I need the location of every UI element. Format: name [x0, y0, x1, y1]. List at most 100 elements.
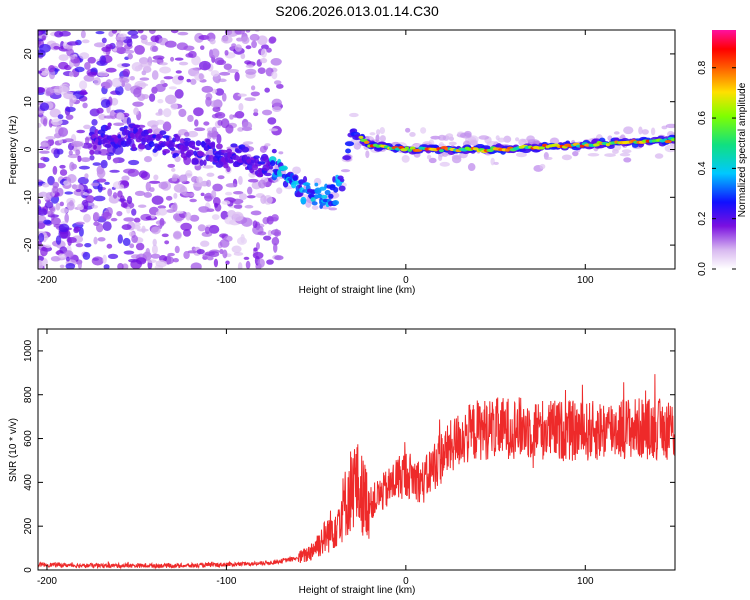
heatmap-cell [206, 256, 214, 261]
heatmap-cell [345, 148, 352, 154]
top-y-tick-label: -20 [23, 237, 34, 252]
colorbar-tick-label: 0.4 [697, 161, 708, 175]
heatmap-cell [174, 245, 180, 254]
heatmap-cell [339, 178, 345, 183]
heatmap-cell [438, 154, 443, 161]
heatmap-cell [409, 146, 416, 150]
heatmap-cell [47, 210, 53, 217]
heatmap-cell [165, 195, 173, 201]
bottom-y-tick-label: 400 [23, 474, 34, 491]
heatmap-cell [196, 176, 203, 184]
heatmap-cell [66, 48, 75, 57]
heatmap-cell [148, 180, 161, 184]
heatmap-cell [58, 253, 66, 259]
heatmap-cell [539, 163, 546, 170]
heatmap-cell [189, 198, 197, 203]
heatmap-cell [151, 70, 159, 80]
colorbar-ticks: 0.0 0.2 0.4 0.6 0.8 [697, 60, 736, 276]
heatmap-cell [332, 199, 340, 206]
heatmap-cell [151, 59, 164, 63]
heatmap-cell [117, 198, 126, 202]
heatmap-cell [129, 75, 135, 81]
heatmap-cell [273, 80, 282, 85]
heatmap-cell [268, 37, 276, 44]
heatmap-cell [260, 194, 267, 204]
heatmap-cell [232, 190, 244, 195]
heatmap-cell [73, 226, 81, 232]
heatmap-cell [101, 46, 112, 52]
heatmap-cell [221, 92, 227, 102]
heatmap-cell [129, 132, 135, 139]
heatmap-cell [257, 67, 266, 74]
heatmap-cell [131, 143, 136, 150]
heatmap-cell [369, 132, 376, 136]
heatmap-cell [183, 137, 191, 142]
heatmap-cell [236, 237, 247, 245]
heatmap-cell [38, 198, 41, 205]
heatmap-cell [112, 157, 120, 164]
heatmap-cell [97, 183, 103, 193]
heatmap-cell [276, 83, 284, 89]
heatmap-cell [163, 76, 174, 80]
heatmap-cell [198, 206, 210, 213]
heatmap-cell [188, 50, 197, 59]
heatmap-cell [63, 138, 74, 143]
heatmap-cell [237, 262, 243, 269]
heatmap-cell [148, 141, 155, 148]
heatmap-cell [271, 71, 278, 80]
heatmap-cell [579, 144, 585, 148]
heatmap-cell [211, 214, 220, 221]
heatmap-cell [401, 155, 410, 163]
heatmap-cell [89, 149, 95, 155]
heatmap-cell [225, 183, 238, 188]
heatmap-cell [493, 161, 499, 165]
heatmap-cell [174, 57, 184, 61]
heatmap-cell [145, 247, 151, 258]
heatmap-cell [222, 249, 228, 259]
heatmap-cell [117, 262, 124, 269]
heatmap-cell [233, 251, 244, 256]
heatmap-cell [231, 154, 240, 161]
snr-series-line [38, 374, 675, 570]
heatmap-cell [48, 65, 56, 73]
heatmap-cell [263, 172, 272, 177]
heatmap-cell [241, 146, 250, 153]
heatmap-cell [164, 240, 170, 245]
heatmap-cell [544, 156, 553, 161]
heatmap-cell [231, 245, 242, 254]
heatmap-cell [134, 222, 141, 226]
heatmap-cell [38, 122, 42, 128]
heatmap-cell [217, 175, 225, 180]
heatmap-cell [353, 142, 362, 150]
heatmap-cell [212, 183, 223, 192]
heatmap-cell [150, 35, 160, 43]
heatmap-cell [428, 157, 437, 164]
heatmap-cell [261, 109, 273, 116]
heatmap-cell [105, 67, 117, 73]
heatmap-cell [194, 147, 200, 151]
heatmap-cell [56, 148, 64, 155]
top-y-tick-label: 0 [23, 146, 34, 152]
heatmap-cell [310, 197, 316, 203]
heatmap-cell [106, 243, 113, 249]
heatmap-cell [151, 195, 164, 205]
heatmap-cell [246, 186, 253, 195]
heatmap-cell [193, 150, 198, 156]
heatmap-cell [178, 108, 187, 118]
colorbar-tick-label: 0.2 [697, 211, 708, 225]
heatmap-cell [407, 148, 413, 152]
heatmap-cell [168, 86, 177, 90]
heatmap-cell [244, 60, 252, 65]
heatmap-cell [269, 165, 273, 170]
heatmap-cell [344, 141, 355, 147]
heatmap-cell [328, 207, 338, 211]
heatmap-cell [65, 114, 74, 120]
top-y-tick-label: 10 [23, 96, 34, 108]
heatmap-cell [665, 123, 675, 129]
heatmap-cell [526, 135, 535, 143]
heatmap-cell [134, 190, 146, 196]
heatmap-cell [152, 55, 165, 60]
heatmap-cell [338, 185, 346, 192]
heatmap-cell [170, 102, 179, 110]
heatmap-cell [155, 133, 164, 139]
